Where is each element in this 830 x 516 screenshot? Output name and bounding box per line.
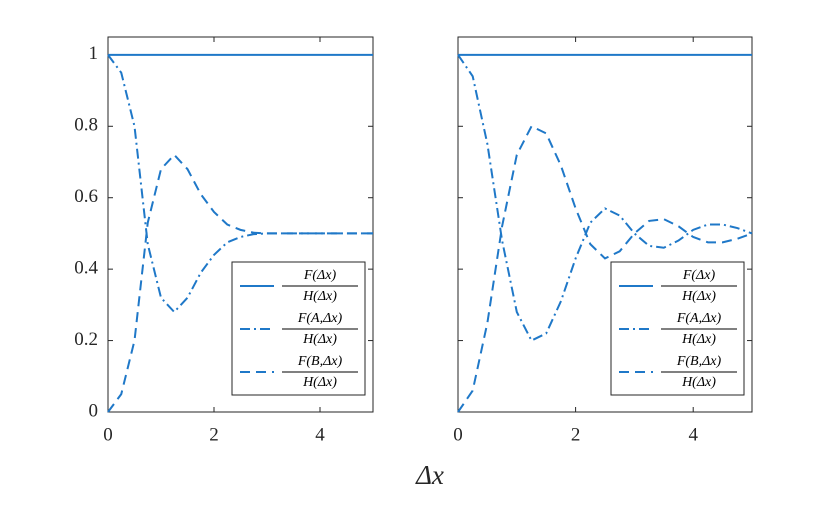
legend-denominator: H(Δx) [302, 375, 337, 390]
x-tick-label: 4 [315, 424, 325, 445]
legend-numerator: F(B,Δx) [297, 354, 343, 369]
series-line [457, 54, 753, 342]
y-tick-label: 0.4 [74, 258, 98, 279]
y-tick-label: 0 [89, 400, 99, 421]
legend-numerator: F(B,Δx) [676, 354, 722, 369]
series-line [457, 124, 753, 413]
y-tick-label: 0.6 [74, 186, 98, 207]
x-tick-label: 0 [453, 424, 463, 445]
x-axis-label: Δx [415, 460, 444, 490]
legend-numerator: F(Δx) [682, 268, 716, 283]
legend-denominator: H(Δx) [302, 289, 337, 304]
legend-denominator: H(Δx) [681, 289, 716, 304]
axes-box [457, 36, 753, 413]
axes-box [107, 36, 374, 413]
legend-denominator: H(Δx) [302, 332, 337, 347]
legend-numerator: F(A,Δx) [676, 311, 722, 326]
series-line [107, 54, 373, 314]
y-tick-label: 1 [89, 43, 99, 64]
legend-numerator: F(Δx) [303, 268, 337, 283]
x-tick-label: 0 [103, 424, 113, 445]
x-tick-label: 2 [571, 424, 581, 445]
legend-denominator: H(Δx) [681, 375, 716, 390]
legend-denominator: H(Δx) [681, 332, 716, 347]
y-tick-label: 0.2 [74, 329, 98, 350]
series-line [107, 153, 373, 413]
x-tick-label: 4 [688, 424, 698, 445]
y-tick-label: 0.8 [74, 115, 98, 136]
legend-numerator: F(A,Δx) [297, 311, 343, 326]
x-tick-label: 2 [209, 424, 219, 445]
